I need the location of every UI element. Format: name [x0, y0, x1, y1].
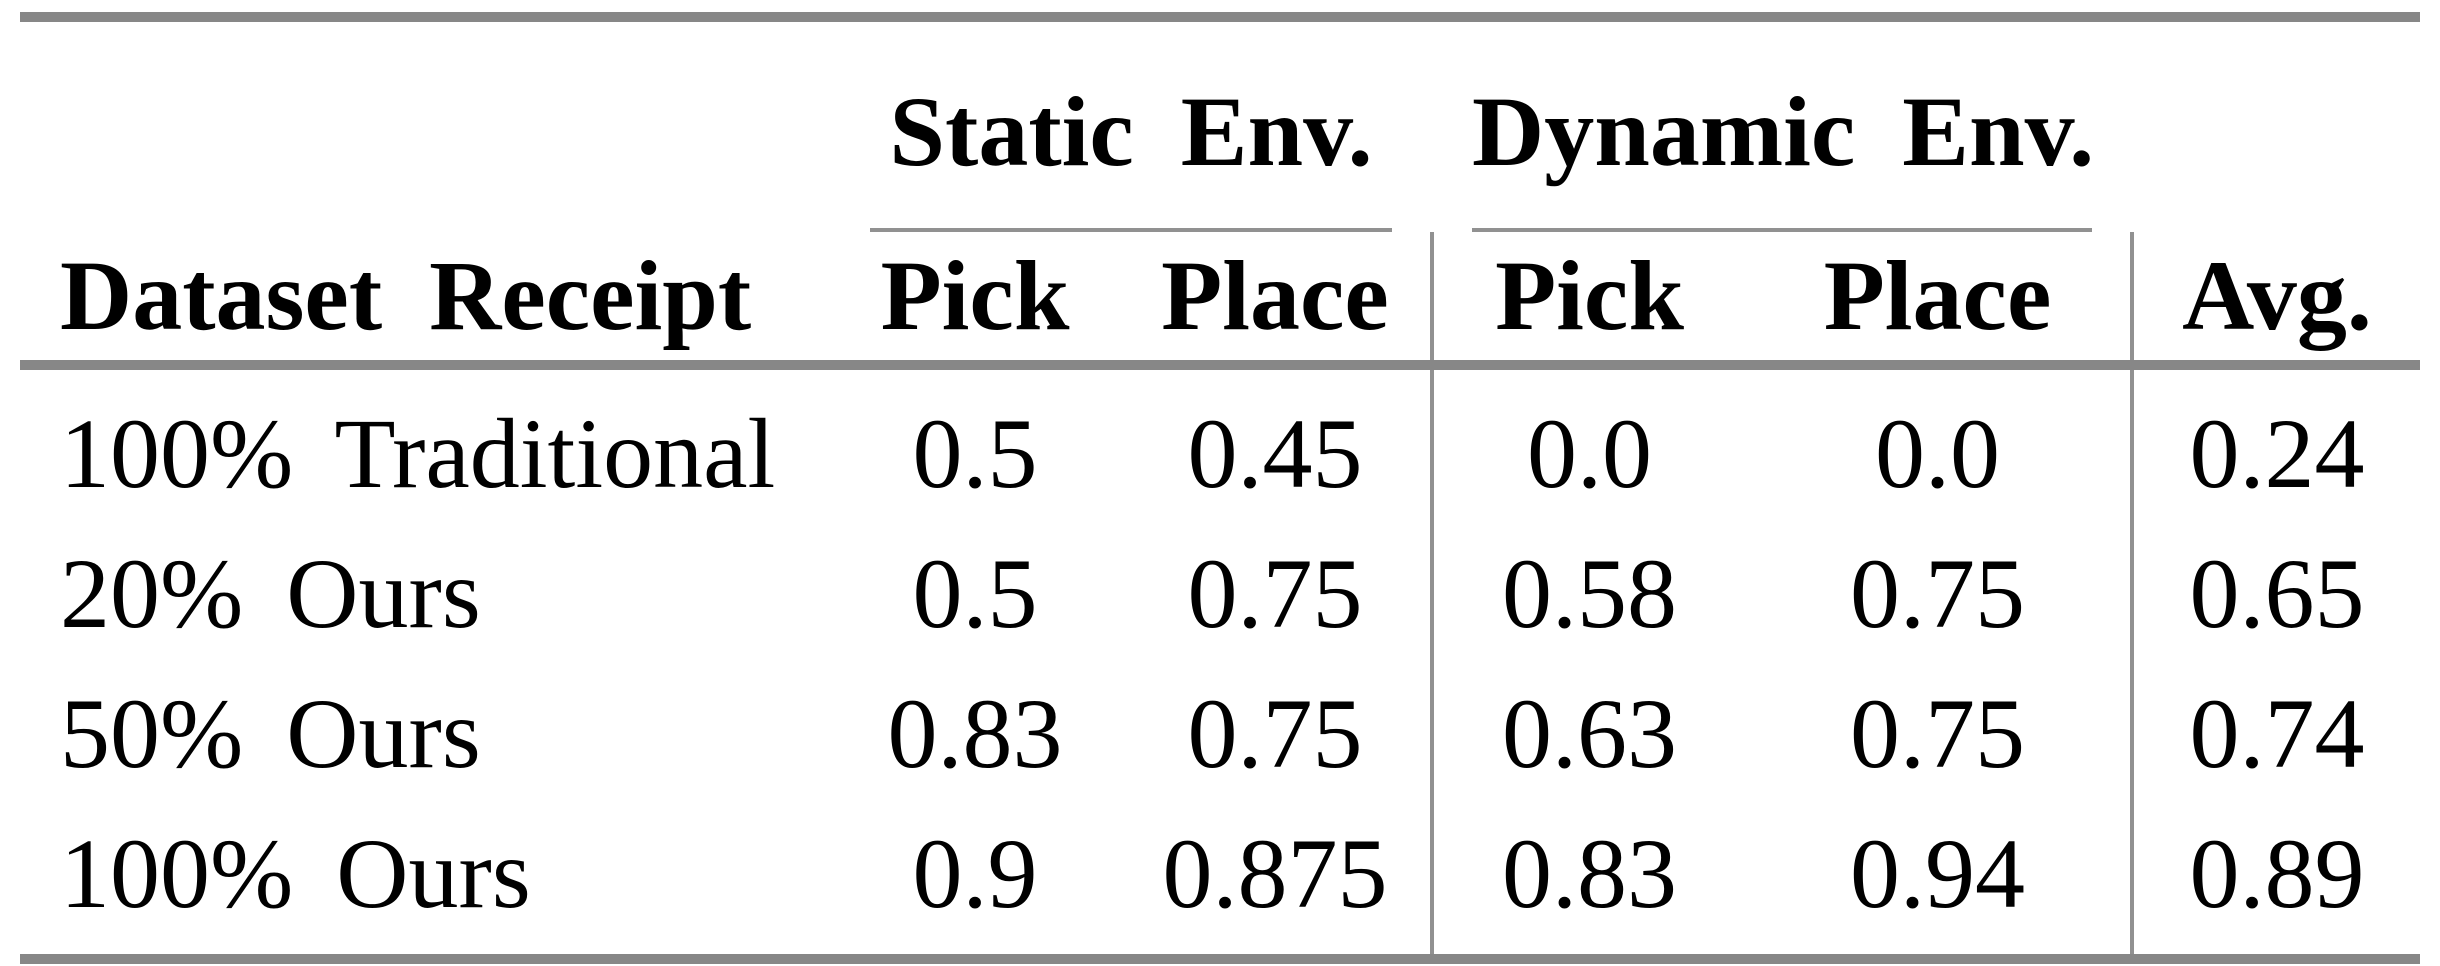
column-header-static-place: Place — [1120, 232, 1432, 370]
cell-static-place: 0.875 — [1162, 818, 1388, 929]
cell-dynamic-place: 0.75 — [1850, 538, 2025, 649]
cell-dynamic-pick: 0.0 — [1430, 365, 1745, 524]
table-row: 50% Ours 0.83 0.75 0.63 0.75 0.74 — [20, 664, 2421, 804]
results-table: Static Env. Dynamic Env. Dataset Receipt… — [20, 22, 2421, 954]
cell-avg: 0.74 — [2130, 664, 2421, 804]
cell-static-pick: 0.5 — [912, 538, 1038, 649]
column-header-dynamic-pick: Pick — [1430, 232, 1745, 370]
table-row: 100% Traditional 0.5 0.45 0.0 0.0 0.24 — [20, 365, 2421, 524]
cell-static-place: 0.45 — [1187, 398, 1363, 509]
cell-avg: 0.65 — [2130, 524, 2421, 664]
cell-dynamic-pick: 0.63 — [1430, 664, 1745, 804]
row-label: 20% Ours — [60, 538, 481, 649]
group-header-dynamic-env: Dynamic Env. — [1432, 22, 2132, 232]
cell-dynamic-place: 0.0 — [1875, 398, 2000, 509]
cell-dynamic-place: 0.75 — [1850, 678, 2025, 789]
column-header-dataset-receipt: Dataset Receipt — [20, 232, 830, 370]
column-header-row: Dataset Receipt Pick Place Pick Place Av… — [20, 232, 2421, 370]
row-label: 100% Ours — [60, 818, 531, 929]
table-top-rule — [20, 12, 2420, 22]
column-header-static-pick: Pick — [830, 232, 1120, 370]
cell-static-place: 0.75 — [1187, 678, 1363, 789]
column-header-dynamic-place: Place — [1745, 232, 2133, 370]
table-row: 20% Ours 0.5 0.75 0.58 0.75 0.65 — [20, 524, 2421, 664]
row-label: 100% Traditional — [60, 398, 776, 509]
group-header-avg-spacer — [2132, 22, 2420, 232]
cell-dynamic-pick: 0.58 — [1430, 524, 1745, 664]
cell-static-pick: 0.5 — [912, 398, 1038, 509]
cell-avg: 0.24 — [2130, 365, 2421, 524]
table-bottom-rule — [20, 954, 2420, 964]
group-header-spacer — [20, 22, 830, 232]
cell-dynamic-place: 0.94 — [1850, 818, 2025, 929]
cell-static-pick: 0.9 — [912, 818, 1038, 929]
group-label-dynamic-env: Dynamic Env. — [1472, 82, 2094, 232]
cell-static-pick: 0.83 — [887, 678, 1063, 789]
cell-avg: 0.89 — [2130, 804, 2421, 954]
cell-static-place: 0.75 — [1187, 538, 1363, 649]
column-header-avg: Avg. — [2130, 232, 2421, 370]
group-header-static-env: Static Env. — [830, 22, 1432, 232]
cell-dynamic-pick: 0.83 — [1430, 804, 1745, 954]
row-label: 50% Ours — [60, 678, 481, 789]
table-row: 100% Ours 0.9 0.875 0.83 0.94 0.89 — [20, 804, 2421, 954]
group-label-static-env: Static Env. — [870, 82, 1392, 232]
column-group-header-row: Static Env. Dynamic Env. — [20, 22, 2420, 232]
